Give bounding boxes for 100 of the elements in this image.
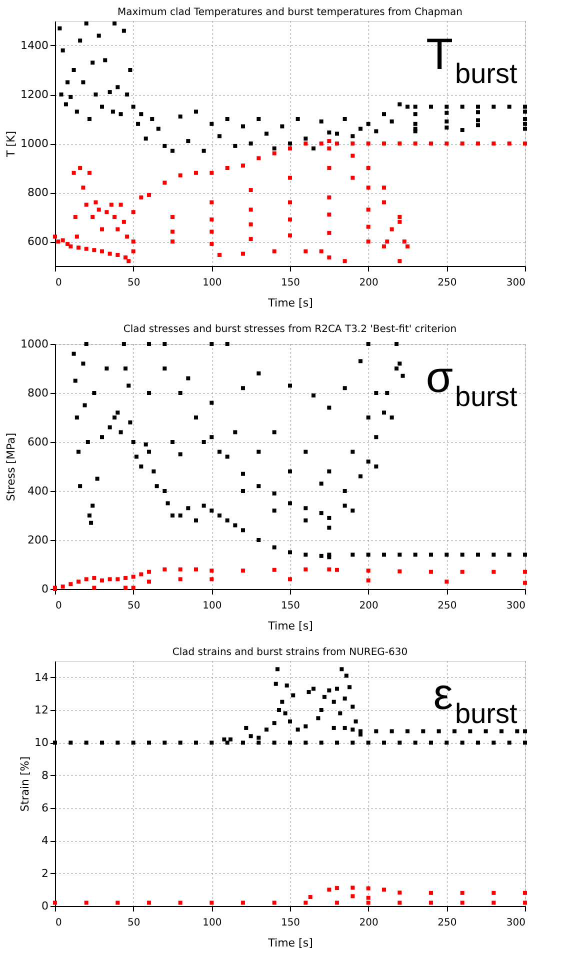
x-tick-label: 150 — [280, 278, 300, 288]
x-tick-label: 300 — [506, 278, 526, 288]
point — [116, 900, 120, 905]
point — [131, 586, 136, 590]
chart-title: Clad stresses and burst stresses from R2CA T3.2 'Best-fit' criterion — [123, 324, 457, 335]
x-tick-label: 300 — [506, 918, 526, 928]
point — [60, 584, 65, 589]
point — [429, 570, 433, 574]
point — [429, 890, 433, 895]
point — [523, 570, 527, 574]
point — [492, 570, 496, 574]
point — [429, 900, 433, 905]
point — [92, 586, 96, 590]
y-tick-label: 8 — [42, 768, 48, 782]
point — [147, 900, 151, 905]
point — [335, 886, 339, 890]
point — [210, 568, 214, 573]
point — [194, 567, 198, 572]
x-axis-title: Time [s] — [267, 620, 313, 632]
x-tick-label: 50 — [127, 918, 140, 928]
point — [84, 577, 88, 582]
point — [350, 894, 355, 898]
point — [366, 896, 370, 900]
y-tick-label: 400 — [28, 484, 48, 498]
point — [492, 890, 496, 895]
x-axis-title: Time [s] — [267, 296, 313, 310]
point — [523, 890, 527, 895]
point — [178, 577, 182, 582]
y-tick-label: 2 — [42, 866, 48, 880]
point — [147, 580, 151, 584]
point — [210, 577, 214, 582]
point — [108, 577, 112, 582]
y-tick-label: 10 — [34, 736, 48, 750]
point — [327, 567, 332, 572]
point — [92, 576, 96, 580]
y-tick-label: 200 — [28, 534, 48, 546]
point — [382, 888, 386, 892]
point — [523, 900, 527, 905]
x-tick-label: 250 — [438, 600, 457, 612]
point — [335, 900, 339, 905]
point — [350, 886, 355, 890]
point — [100, 578, 104, 582]
chart-title: Clad strains and burst strains from NUREG-630 — [172, 647, 408, 658]
y-tick-label: 800 — [28, 386, 48, 400]
point — [327, 888, 332, 892]
point — [84, 900, 88, 905]
point — [366, 578, 370, 582]
point — [116, 577, 120, 582]
point — [366, 886, 370, 890]
y-tick-label: 14 — [34, 670, 48, 684]
point — [241, 900, 245, 905]
x-tick-label: 50 — [127, 278, 140, 288]
y-tick-label: 0 — [42, 582, 48, 596]
point — [241, 568, 245, 573]
y-tick-label: 0 — [42, 900, 48, 912]
x-tick-label: 150 — [280, 600, 300, 612]
y-tick-label: 600 — [28, 235, 48, 248]
x-tick-label: 100 — [202, 278, 222, 288]
y-tick-label: 1200 — [20, 88, 48, 101]
point — [460, 900, 464, 905]
point — [139, 572, 144, 576]
point — [304, 900, 308, 905]
x-tick-label: 200 — [359, 918, 378, 928]
point — [366, 900, 370, 905]
point — [178, 567, 182, 572]
point — [288, 577, 292, 582]
point — [366, 568, 370, 573]
point — [131, 574, 136, 579]
x-tick-label: 100 — [202, 600, 222, 612]
x-tick-label: 100 — [202, 918, 222, 928]
point — [272, 900, 276, 905]
point — [492, 900, 496, 905]
y-axis-title: T [K] — [4, 130, 18, 158]
x-tick-label: 50 — [127, 600, 140, 612]
x-tick-label: 250 — [438, 918, 457, 928]
point — [178, 900, 182, 905]
point — [523, 580, 527, 585]
x-tick-label: 200 — [359, 278, 378, 288]
x-axis-title: Time [s] — [267, 936, 313, 950]
point — [76, 580, 80, 584]
point — [53, 900, 57, 905]
y-tick-label: 1400 — [20, 39, 48, 52]
y-tick-label: 12 — [34, 704, 48, 716]
point — [308, 895, 312, 900]
point — [460, 890, 464, 895]
x-tick-label: 150 — [280, 918, 300, 928]
y-tick-label: 800 — [28, 186, 48, 199]
point — [162, 567, 167, 572]
y-tick-label: 600 — [28, 436, 48, 448]
point — [304, 567, 308, 572]
x-tick-label: 0 — [56, 278, 62, 288]
point — [124, 576, 128, 580]
point — [124, 586, 128, 590]
point — [398, 900, 402, 905]
point — [210, 900, 214, 905]
point — [398, 569, 402, 574]
point — [460, 570, 464, 574]
point — [444, 580, 449, 584]
y-axis-title: Stress [MPa] — [4, 432, 18, 502]
x-tick-label: 0 — [56, 600, 62, 612]
